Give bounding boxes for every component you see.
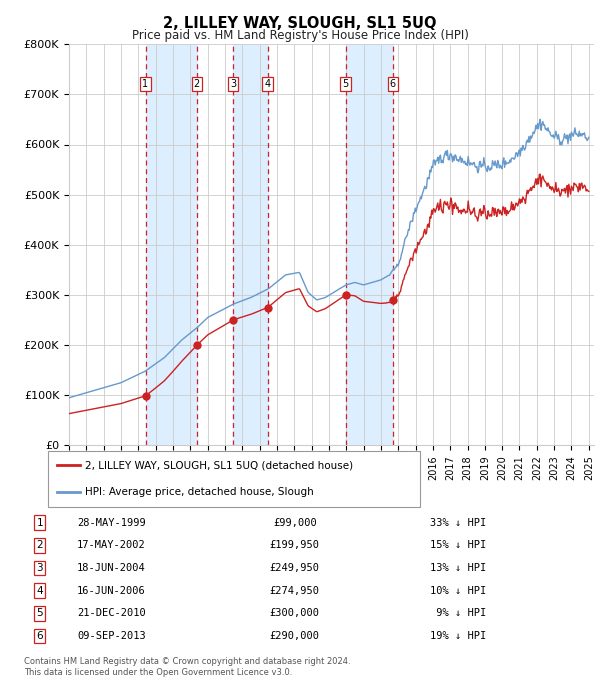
Text: £300,000: £300,000 xyxy=(270,609,320,618)
Text: 5: 5 xyxy=(37,609,43,618)
Text: 1: 1 xyxy=(142,80,149,89)
Text: £249,950: £249,950 xyxy=(270,563,320,573)
Text: 19% ↓ HPI: 19% ↓ HPI xyxy=(430,631,487,641)
Text: £199,950: £199,950 xyxy=(270,541,320,550)
Text: Contains HM Land Registry data © Crown copyright and database right 2024.
This d: Contains HM Land Registry data © Crown c… xyxy=(24,657,350,677)
Text: 1: 1 xyxy=(37,517,43,528)
FancyBboxPatch shape xyxy=(48,451,420,507)
Text: 2, LILLEY WAY, SLOUGH, SL1 5UQ: 2, LILLEY WAY, SLOUGH, SL1 5UQ xyxy=(163,16,437,31)
Text: 09-SEP-2013: 09-SEP-2013 xyxy=(77,631,146,641)
Text: 4: 4 xyxy=(37,585,43,596)
Text: 33% ↓ HPI: 33% ↓ HPI xyxy=(430,517,487,528)
Text: £290,000: £290,000 xyxy=(270,631,320,641)
Text: HPI: Average price, detached house, Slough: HPI: Average price, detached house, Slou… xyxy=(85,487,314,497)
Text: 6: 6 xyxy=(390,80,396,89)
Text: £99,000: £99,000 xyxy=(273,517,317,528)
Text: £274,950: £274,950 xyxy=(270,585,320,596)
Text: 6: 6 xyxy=(37,631,43,641)
Text: 5: 5 xyxy=(343,80,349,89)
Text: 2, LILLEY WAY, SLOUGH, SL1 5UQ (detached house): 2, LILLEY WAY, SLOUGH, SL1 5UQ (detached… xyxy=(85,460,353,471)
Text: 13% ↓ HPI: 13% ↓ HPI xyxy=(430,563,487,573)
Text: 18-JUN-2004: 18-JUN-2004 xyxy=(77,563,146,573)
Text: 9% ↓ HPI: 9% ↓ HPI xyxy=(430,609,487,618)
Text: 15% ↓ HPI: 15% ↓ HPI xyxy=(430,541,487,550)
Text: 3: 3 xyxy=(37,563,43,573)
Bar xyxy=(146,44,197,445)
Bar xyxy=(233,44,268,445)
Text: 3: 3 xyxy=(230,80,236,89)
Text: 2: 2 xyxy=(37,541,43,550)
Bar xyxy=(346,44,393,445)
Text: 21-DEC-2010: 21-DEC-2010 xyxy=(77,609,146,618)
Text: 17-MAY-2002: 17-MAY-2002 xyxy=(77,541,146,550)
Text: 4: 4 xyxy=(265,80,271,89)
Text: 16-JUN-2006: 16-JUN-2006 xyxy=(77,585,146,596)
Text: 2: 2 xyxy=(194,80,200,89)
Text: 10% ↓ HPI: 10% ↓ HPI xyxy=(430,585,487,596)
Text: 28-MAY-1999: 28-MAY-1999 xyxy=(77,517,146,528)
Text: Price paid vs. HM Land Registry's House Price Index (HPI): Price paid vs. HM Land Registry's House … xyxy=(131,29,469,42)
